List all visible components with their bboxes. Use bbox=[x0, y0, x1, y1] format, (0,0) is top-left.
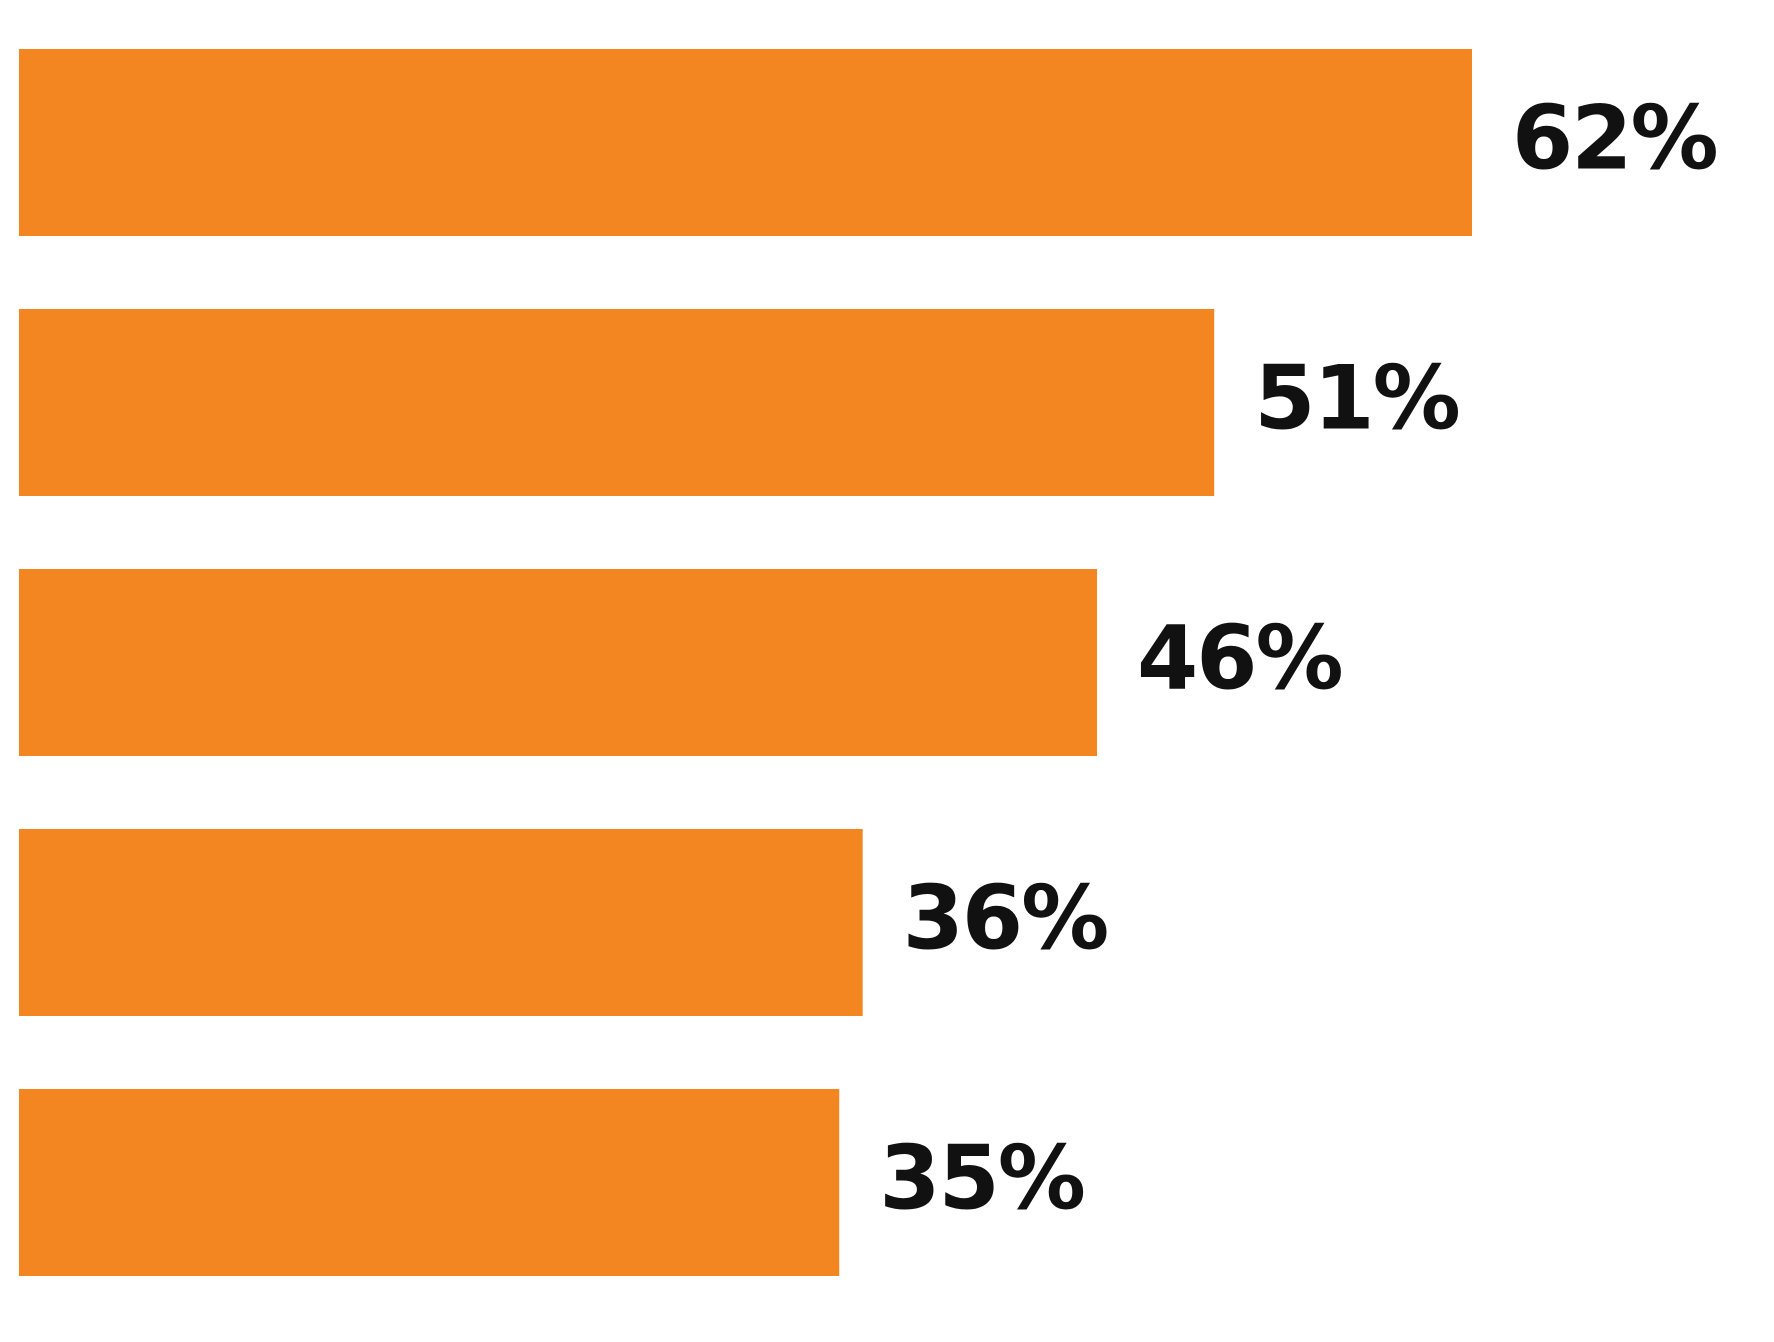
value-label: 51% bbox=[1254, 346, 1459, 449]
bar bbox=[19, 49, 1472, 236]
bar bbox=[19, 1089, 840, 1276]
value-label: 62% bbox=[1512, 86, 1717, 189]
value-label: 36% bbox=[903, 866, 1108, 969]
value-label: 35% bbox=[879, 1126, 1084, 1229]
value-label: 46% bbox=[1137, 606, 1342, 709]
bar bbox=[19, 309, 1215, 496]
bar bbox=[19, 569, 1098, 756]
bar bbox=[19, 829, 863, 1016]
